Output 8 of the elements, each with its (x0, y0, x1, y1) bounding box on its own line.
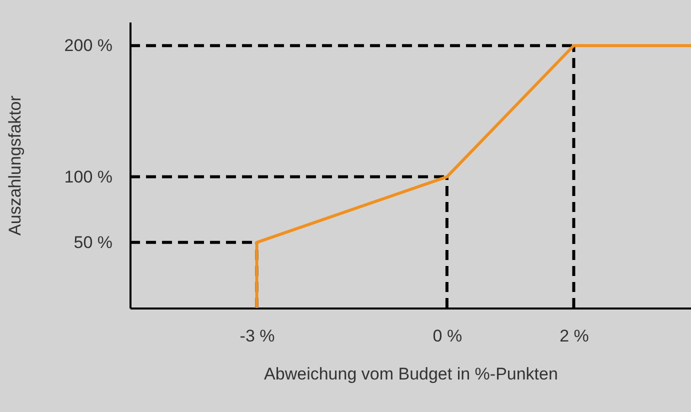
x-tick-label: 0 % (432, 326, 462, 346)
x-axis-title: Abweichung vom Budget in %-Punkten (264, 364, 558, 384)
y-tick-label: 100 % (64, 167, 112, 186)
x-tick-label: -3 % (240, 326, 275, 346)
x-tick-label: 2 % (560, 326, 589, 346)
y-tick-label: 50 % (74, 232, 112, 252)
y-tick-label: 200 % (64, 36, 112, 56)
y-axis-title: Auszahlungsfaktor (5, 95, 24, 236)
